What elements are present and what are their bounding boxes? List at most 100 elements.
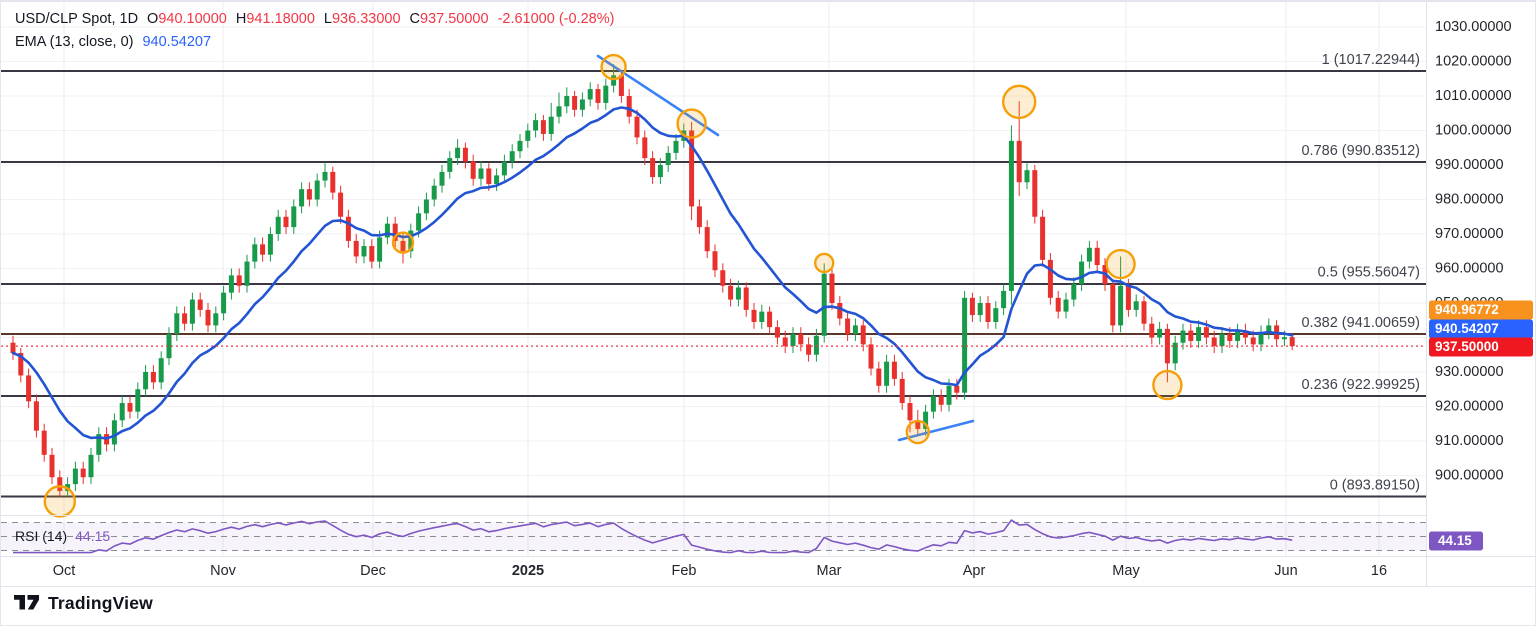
candle[interactable] (650, 158, 656, 178)
candle[interactable] (962, 297, 968, 393)
candle[interactable] (938, 396, 944, 405)
candle[interactable] (88, 454, 94, 478)
candle[interactable] (603, 85, 609, 103)
candle[interactable] (33, 401, 39, 431)
candle[interactable] (416, 213, 422, 231)
candle[interactable] (774, 327, 780, 338)
candle[interactable] (462, 147, 468, 162)
candle[interactable] (1055, 297, 1061, 312)
candle[interactable] (1227, 334, 1233, 341)
candle[interactable] (1125, 285, 1131, 310)
candle[interactable] (408, 230, 414, 252)
candle[interactable] (860, 325, 866, 345)
candle[interactable] (540, 120, 546, 134)
candle[interactable] (829, 273, 835, 303)
candle[interactable] (720, 270, 726, 286)
candle[interactable] (377, 237, 383, 262)
candle[interactable] (884, 361, 890, 386)
candle[interactable] (798, 334, 804, 345)
rsi-line[interactable] (13, 519, 1293, 554)
candle[interactable] (852, 325, 858, 335)
candle[interactable] (236, 275, 242, 286)
candle[interactable] (930, 396, 936, 412)
candle[interactable] (564, 96, 570, 107)
candle[interactable] (330, 171, 336, 193)
candle[interactable] (299, 189, 305, 207)
trendline[interactable] (596, 54, 720, 137)
candle[interactable] (1133, 301, 1139, 310)
candle[interactable] (1211, 337, 1217, 347)
candle[interactable] (728, 285, 734, 300)
candle[interactable] (790, 334, 796, 347)
candle[interactable] (291, 206, 297, 228)
candle[interactable] (478, 168, 484, 179)
candle[interactable] (1203, 327, 1209, 338)
candle[interactable] (735, 287, 741, 300)
candle[interactable] (1016, 140, 1022, 183)
candle[interactable] (969, 297, 975, 316)
candle[interactable] (751, 309, 757, 322)
candle[interactable] (1032, 170, 1038, 217)
candle[interactable] (704, 227, 710, 252)
candle[interactable] (41, 430, 47, 455)
candle[interactable] (345, 216, 351, 241)
candle[interactable] (572, 96, 578, 110)
candle[interactable] (119, 403, 125, 421)
circle-annotation[interactable] (905, 419, 930, 445)
candle[interactable] (57, 477, 63, 492)
candle[interactable] (907, 403, 913, 421)
candle[interactable] (993, 308, 999, 322)
candle[interactable] (525, 130, 531, 141)
candle[interactable] (915, 420, 921, 429)
candle[interactable] (1110, 284, 1116, 326)
rsi-legend[interactable]: RSI (14) 44.15 (15, 528, 110, 544)
trendline[interactable] (897, 419, 975, 442)
candle[interactable] (283, 216, 289, 228)
candle[interactable] (392, 223, 398, 241)
candle[interactable] (197, 299, 203, 310)
candle[interactable] (400, 240, 406, 252)
circle-annotation[interactable] (1105, 248, 1136, 280)
candle[interactable] (587, 89, 593, 100)
candle[interactable] (1149, 323, 1155, 338)
candle[interactable] (314, 180, 320, 200)
candle[interactable] (127, 403, 133, 412)
candle[interactable] (143, 372, 149, 390)
candle[interactable] (470, 161, 476, 179)
candle[interactable] (260, 244, 266, 255)
candle[interactable] (1008, 140, 1014, 291)
candle[interactable] (665, 152, 671, 165)
candle[interactable] (1024, 170, 1030, 183)
circle-annotation[interactable] (1002, 84, 1037, 120)
candle[interactable] (759, 311, 765, 322)
candle[interactable] (72, 468, 78, 485)
candle[interactable] (1180, 330, 1186, 343)
candle[interactable] (182, 313, 188, 324)
candle[interactable] (509, 151, 515, 162)
candle[interactable] (876, 368, 882, 386)
candle[interactable] (743, 287, 749, 310)
candle[interactable] (1157, 328, 1163, 338)
candle[interactable] (1250, 337, 1256, 345)
candle[interactable] (626, 96, 632, 117)
circle-annotation[interactable] (391, 231, 415, 254)
candle[interactable] (1258, 332, 1264, 345)
candle[interactable] (1242, 330, 1248, 338)
candle[interactable] (166, 334, 172, 359)
candle[interactable] (548, 116, 554, 134)
candle[interactable] (1086, 247, 1092, 262)
candle[interactable] (80, 468, 86, 478)
circle-annotation[interactable] (43, 485, 76, 518)
candle[interactable] (228, 275, 234, 293)
candle[interactable] (579, 99, 585, 110)
ema-line[interactable] (11, 106, 1294, 440)
candle[interactable] (1040, 216, 1046, 260)
candle[interactable] (899, 378, 905, 404)
candle[interactable] (455, 147, 461, 159)
candle[interactable] (1188, 330, 1194, 341)
circle-annotation[interactable] (600, 53, 627, 81)
candle[interactable] (1141, 301, 1147, 324)
candle[interactable] (634, 116, 640, 138)
candle[interactable] (322, 171, 328, 181)
candle[interactable] (689, 130, 695, 207)
